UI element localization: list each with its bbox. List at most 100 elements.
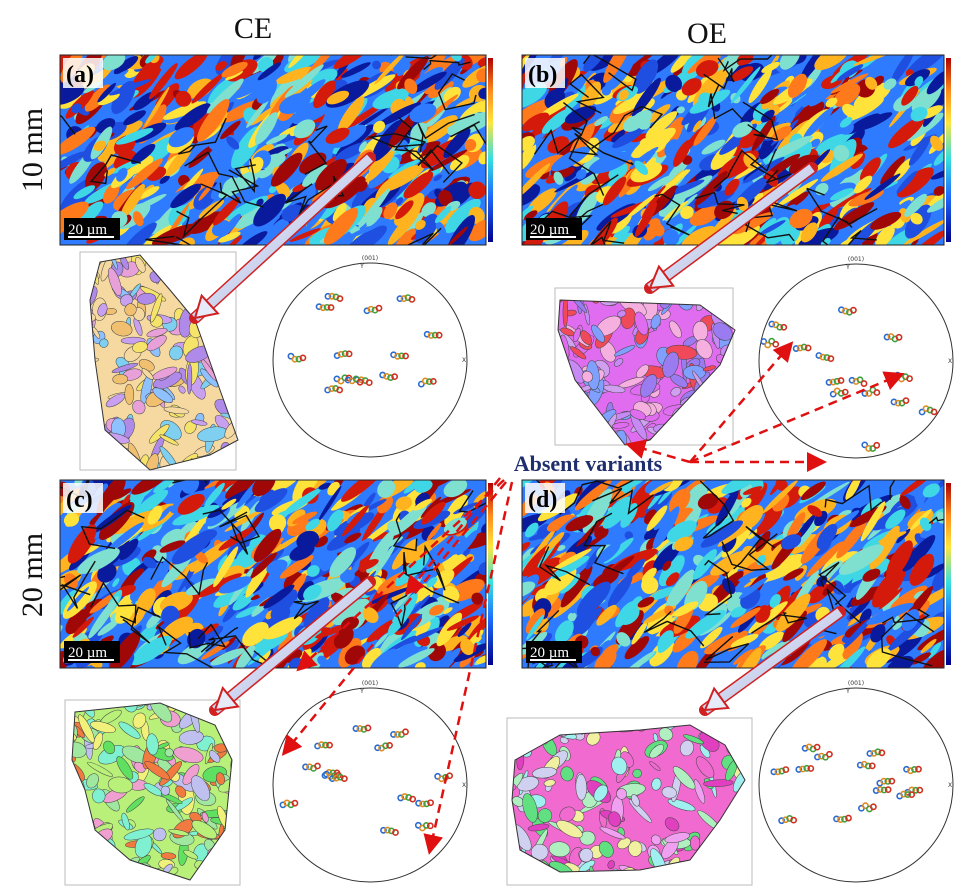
variant-patch	[562, 300, 569, 328]
pointer-arrow-body	[647, 164, 815, 292]
variant-patch	[92, 326, 101, 339]
grain-boundary	[522, 609, 560, 650]
annotation-arrow	[689, 341, 794, 463]
pole-cluster	[873, 441, 881, 449]
grain-boundary	[583, 512, 624, 575]
grain-patch	[340, 569, 355, 583]
grain-patch	[306, 565, 320, 577]
grain-patch	[388, 156, 424, 179]
grain-patch	[787, 73, 808, 98]
variant-patch	[667, 798, 696, 812]
annotation: Absent variants	[514, 451, 663, 476]
grain-patch	[333, 627, 354, 649]
grain-patch	[522, 480, 538, 492]
grain-patch	[268, 514, 287, 532]
variant-patch	[121, 812, 130, 831]
pole-cluster	[829, 390, 837, 398]
grain-patch	[258, 649, 271, 664]
grain-patch	[476, 68, 486, 83]
pointer-arrow-body	[212, 578, 373, 714]
pole-cluster	[804, 344, 812, 352]
grain-patch	[443, 128, 471, 158]
variant-patch	[522, 793, 538, 823]
pole-cluster	[380, 826, 387, 834]
variant-patch	[146, 335, 167, 351]
variant-patch	[159, 434, 179, 446]
pole-cluster	[400, 295, 408, 302]
grain-patch	[293, 119, 316, 139]
pole-cluster	[845, 814, 852, 822]
pole-cluster	[814, 753, 821, 761]
grain-patch	[626, 194, 656, 219]
grain-patch	[878, 531, 907, 543]
pole-cluster	[374, 744, 381, 752]
pole-cluster	[398, 352, 405, 360]
grain-patch	[326, 90, 350, 105]
grain-patch	[398, 648, 435, 668]
grain-patch	[800, 222, 818, 243]
grain-boundary	[570, 132, 634, 166]
grain-boundary	[437, 73, 477, 111]
grain-patch	[362, 607, 379, 623]
grain-patch	[225, 480, 263, 499]
variant-patch	[634, 311, 649, 336]
variant-patch	[132, 712, 147, 729]
grain-boundary	[643, 610, 705, 647]
scale-bar-box	[64, 641, 120, 663]
grain-patch	[669, 488, 691, 515]
variant-patch	[617, 310, 627, 318]
grain-patch	[335, 68, 348, 81]
grain-patch	[908, 136, 931, 166]
grain-patch	[910, 106, 928, 122]
grain-patch	[933, 186, 944, 196]
variant-patch	[629, 409, 647, 420]
grain-patch	[424, 55, 449, 79]
grain-patch	[618, 651, 655, 668]
grain-patch	[388, 112, 418, 148]
grain-patch	[896, 528, 911, 544]
variant-patch	[537, 808, 553, 823]
grain-patch	[522, 163, 551, 200]
grain-patch	[420, 501, 446, 525]
pole-cluster	[778, 817, 786, 825]
grain-patch	[922, 483, 940, 498]
grain-patch	[596, 604, 617, 626]
grain-patch	[60, 126, 96, 156]
grain-patch	[572, 606, 603, 639]
pole-figure	[272, 687, 468, 883]
grain-patch	[253, 193, 287, 227]
grain-boundary	[880, 612, 935, 667]
grain-patch	[206, 78, 244, 114]
grain-patch	[710, 550, 750, 576]
grain-patch	[71, 103, 82, 114]
grain-patch	[790, 101, 825, 127]
annotation-arrow	[689, 371, 905, 464]
grain-patch	[396, 62, 411, 76]
pole-cluster	[890, 398, 898, 406]
grain-patch	[161, 605, 180, 625]
grain-patch	[803, 107, 834, 139]
grain-patch	[878, 587, 903, 610]
grain-patch	[438, 635, 468, 652]
grain-patch	[522, 143, 537, 171]
grain-boundary	[721, 533, 778, 571]
grain-patch	[279, 555, 314, 579]
variant-patch	[78, 714, 95, 743]
pole-cluster	[833, 377, 841, 385]
grain-patch	[258, 584, 276, 599]
pole-cluster	[356, 725, 364, 732]
grain-patch	[715, 489, 739, 527]
pointer-arrow-head	[703, 686, 731, 712]
scale-bar-label: 20 µm	[68, 645, 107, 661]
grain-patch	[221, 498, 237, 510]
scale-bar-label: 20 µm	[530, 222, 569, 238]
grain-patch	[147, 505, 163, 525]
grain-patch	[880, 156, 906, 185]
pole-cluster	[873, 389, 881, 396]
grain-patch	[443, 480, 468, 498]
grain-boundary	[219, 169, 260, 204]
grain-patch	[254, 488, 288, 513]
grain-patch	[701, 139, 726, 155]
grain-patch	[303, 584, 322, 601]
pointer-arrow-body	[191, 154, 374, 322]
